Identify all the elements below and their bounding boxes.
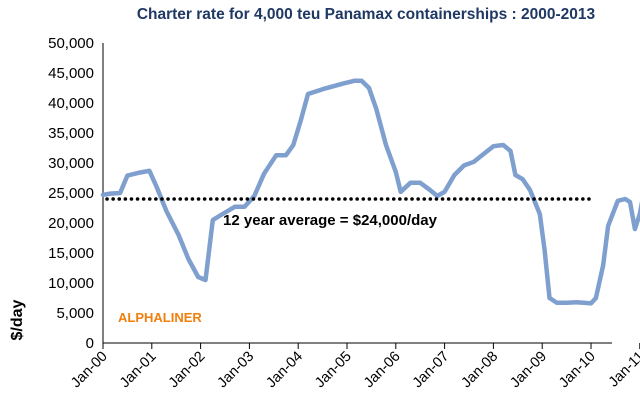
y-tick-label: 0 [86,335,94,352]
y-tick-label: 25,000 [48,185,94,202]
y-tick-label: 45,000 [48,65,94,82]
x-tick-label: Jan-02 [166,349,209,392]
x-axis-ticks: Jan-00 Jan-01 Jan-02 Jan-03 Jan-04 Jan-05 Jan-… [68,349,640,392]
x-tick-label: Jan-03 [215,349,258,392]
x-tick-label: Jan-10 [556,349,599,392]
x-tick-label: Jan-06 [361,349,404,392]
chart-title: Charter rate for 4,000 teu Panamax conta… [137,6,596,23]
y-axis-ticks: 0 5,000 10,000 15,000 20,000 25,000 30,000 35,0… [48,35,94,352]
y-tick-label: 50,000 [48,35,94,52]
x-tick-label: Jan-11 [606,349,640,391]
x-tick-label: Jan-07 [410,349,453,392]
y-tick-label: 15,000 [48,245,94,262]
y-tick-label: 5,000 [56,305,94,322]
x-tick-label: Jan-00 [68,349,111,392]
x-axis-tick-marks [102,343,640,349]
x-tick-label: Jan-05 [312,349,355,392]
alphaliner-watermark: ALPHALINER [118,310,202,325]
y-tick-label: 20,000 [48,215,94,232]
y-axis-label: $/day [9,299,26,340]
charter-rate-line [100,78,640,306]
y-tick-label: 30,000 [48,155,94,172]
x-tick-label: Jan-01 [117,349,160,392]
x-tick-label: Jan-09 [507,349,550,392]
x-tick-label: Jan-08 [459,349,502,392]
y-tick-label: 40,000 [48,95,94,112]
y-tick-label: 35,000 [48,125,94,142]
y-tick-label: 10,000 [48,275,94,292]
x-tick-label: Jan-04 [263,349,306,392]
average-annotation: 12 year average = $24,000/day [223,212,438,229]
